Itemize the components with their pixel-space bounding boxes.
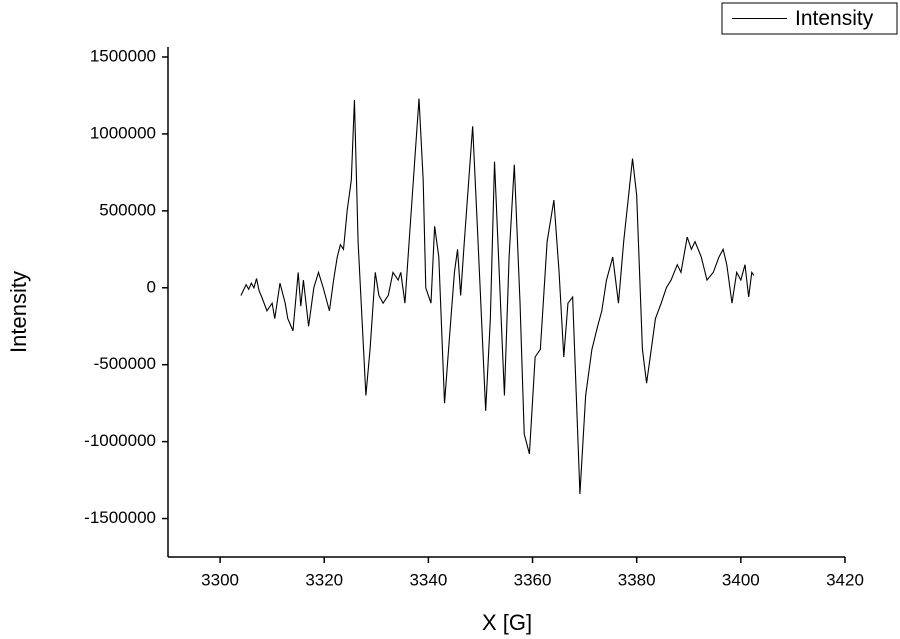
y-tick-label: 0 <box>147 277 156 296</box>
x-tick-label: 3400 <box>722 570 760 589</box>
x-tick-label: 3420 <box>826 570 864 589</box>
y-tick-label: 1500000 <box>90 46 156 65</box>
x-axis-title: X [G] <box>482 610 532 635</box>
x-tick-label: 3380 <box>618 570 656 589</box>
x-tick-label: 3320 <box>305 570 343 589</box>
legend-label: Intensity <box>795 7 874 30</box>
y-tick-label: -500000 <box>94 354 156 373</box>
y-tick-label: -1500000 <box>84 508 156 527</box>
x-tick-label: 3360 <box>514 570 552 589</box>
y-tick-label: 1000000 <box>90 123 156 142</box>
y-axis-title: Intensity <box>6 271 31 353</box>
y-tick-label: 500000 <box>99 200 156 219</box>
y-tick-label: -1000000 <box>84 431 156 450</box>
x-tick-label: 3340 <box>409 570 447 589</box>
x-tick-label: 3300 <box>201 570 239 589</box>
data-line <box>240 98 755 494</box>
